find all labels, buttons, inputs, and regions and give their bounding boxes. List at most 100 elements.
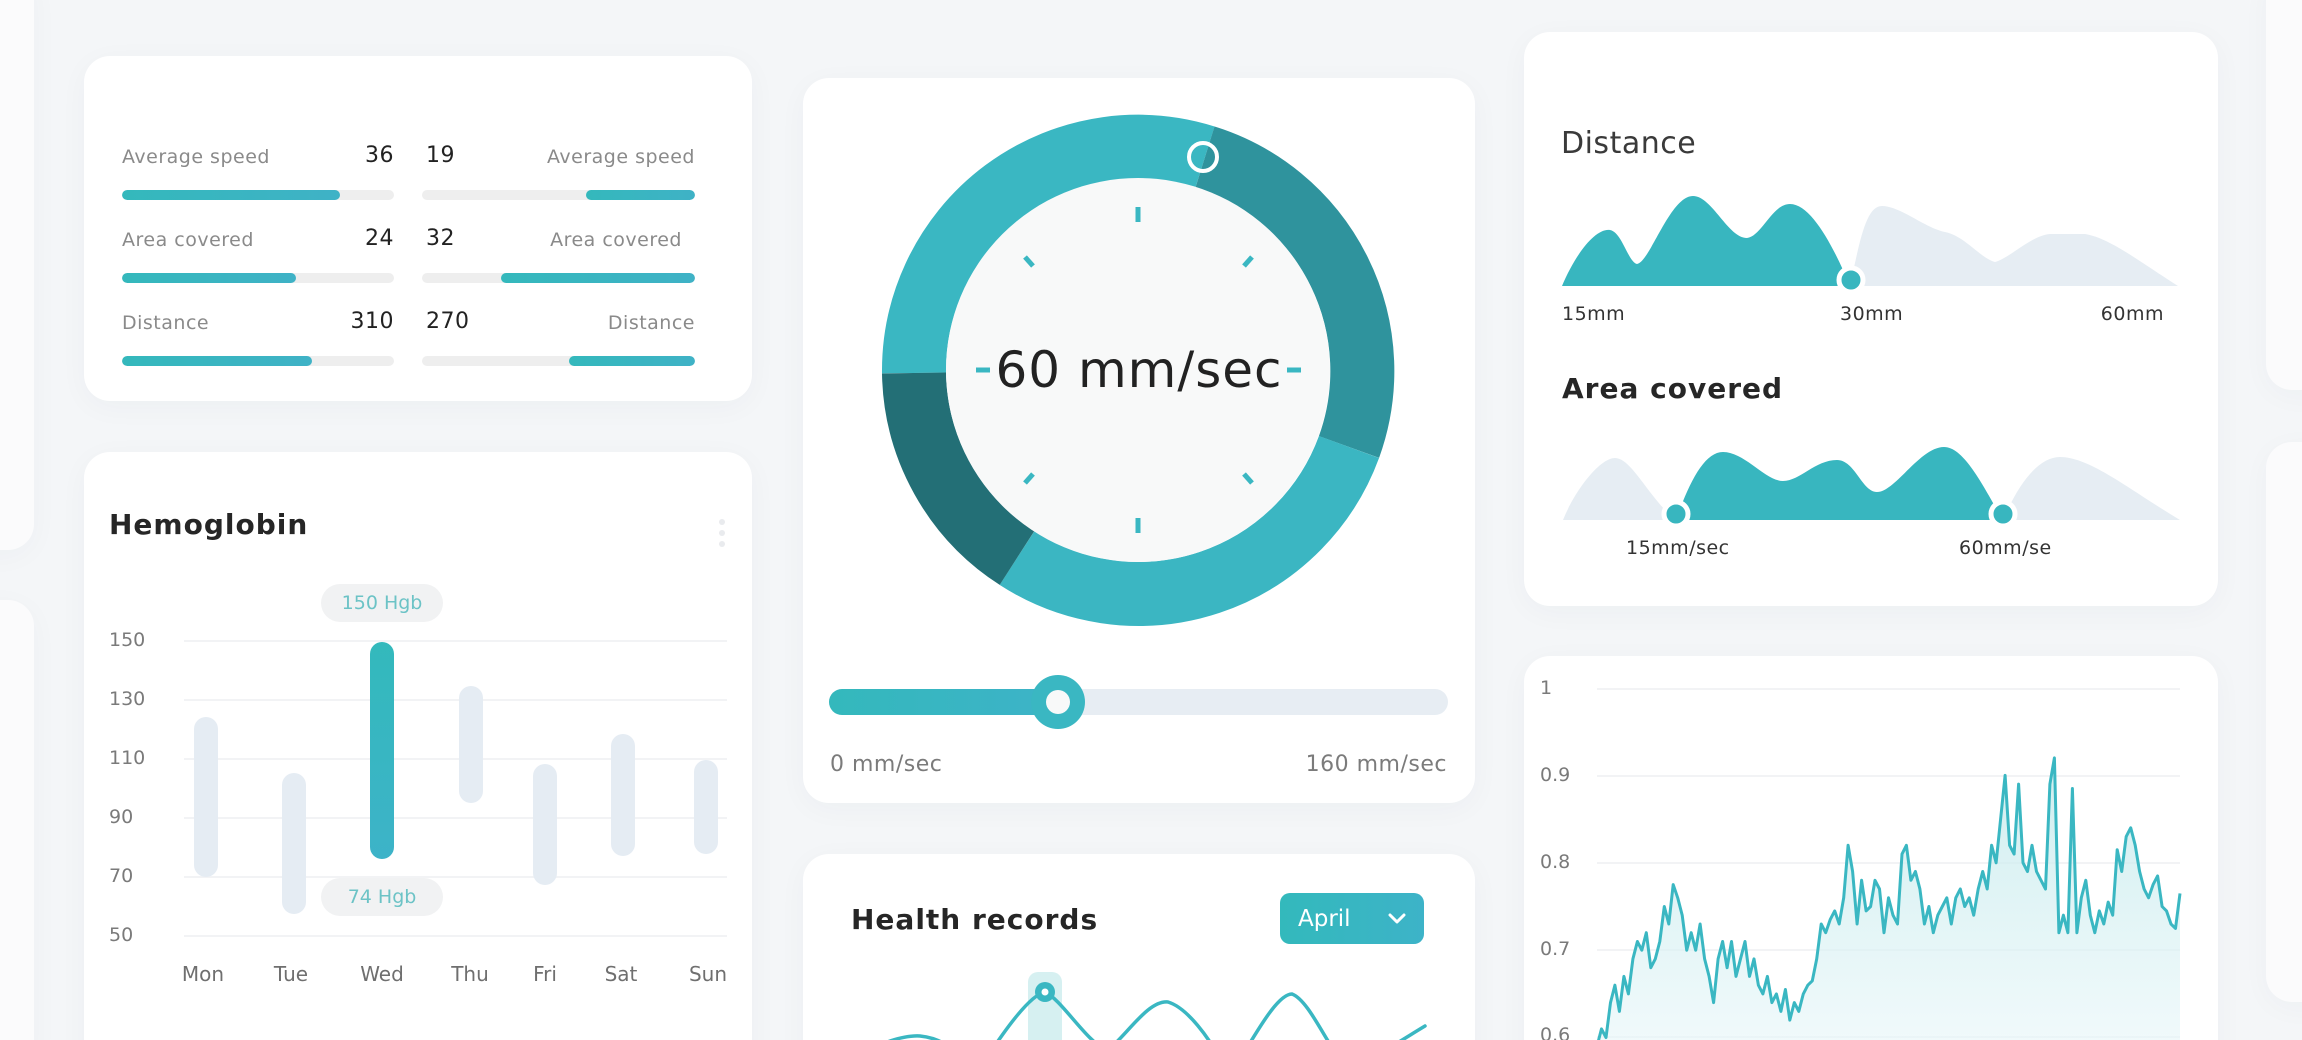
stat-value-distance-left: 310 xyxy=(350,309,394,334)
area-selected xyxy=(1676,447,2003,520)
x-label-mon: Mon xyxy=(181,962,225,986)
gridline xyxy=(1597,688,2180,690)
x-label-tue: Tue xyxy=(273,962,309,986)
gridline xyxy=(184,640,727,642)
x-label-thu: Thu xyxy=(451,962,489,986)
distance-area-selected xyxy=(1562,196,1850,286)
progress-area-covered-right xyxy=(422,273,695,283)
y-tick: 0.7 xyxy=(1540,938,1571,960)
month-dropdown-value: April xyxy=(1298,905,1351,932)
progress-fill xyxy=(122,356,313,366)
distance-title: Distance xyxy=(1561,126,1697,161)
area-inactive-right xyxy=(2003,457,2180,520)
gridline xyxy=(184,699,727,701)
y-tick: 0.9 xyxy=(1540,764,1571,786)
gridline xyxy=(184,817,727,819)
chevron-down-icon xyxy=(1388,913,1406,924)
progress-distance-right xyxy=(422,356,695,366)
gauge-value: 60 mm/sec xyxy=(995,341,1283,399)
stat-label-area-covered-left: Area covered xyxy=(122,229,254,251)
y-tick: 130 xyxy=(109,688,146,710)
stat-value-distance-right: 270 xyxy=(426,309,470,334)
line-chart-line xyxy=(1597,756,2182,1040)
distance-tick-15mm: 15mm xyxy=(1562,303,1626,325)
progress-fill xyxy=(569,356,695,366)
health-records-title: Health records xyxy=(851,903,1099,936)
y-tick: 110 xyxy=(109,747,146,769)
month-dropdown[interactable]: April xyxy=(1280,893,1424,944)
right-offscreen-card-top xyxy=(2266,0,2302,390)
y-tick: 0.6 xyxy=(1540,1024,1571,1040)
gridline xyxy=(184,758,727,760)
stat-label-distance-right: Distance xyxy=(607,312,695,334)
tooltip-low: 74 Hgb xyxy=(321,878,443,916)
speed-slider[interactable] xyxy=(829,675,1448,729)
gridline xyxy=(1597,775,2180,777)
distance-area-inactive xyxy=(1850,206,2178,286)
gauge-segment-a xyxy=(881,114,1215,374)
gauge-knob xyxy=(1187,141,1219,173)
distance-range-handle xyxy=(1836,265,1866,295)
left-offscreen-card-bottom xyxy=(0,600,34,1040)
slider-fill xyxy=(829,689,1059,715)
bar-fri[interactable] xyxy=(533,764,557,885)
progress-fill xyxy=(122,273,297,283)
progress-fill xyxy=(585,190,695,200)
x-label-wed: Wed xyxy=(360,962,404,986)
y-tick: 70 xyxy=(109,865,134,887)
x-label-sat: Sat xyxy=(604,962,638,986)
health-records-card xyxy=(803,854,1475,1040)
area-tick-min: 15mm/sec xyxy=(1626,537,1730,559)
line-chart-area xyxy=(1598,757,2180,1040)
bar-sun[interactable] xyxy=(694,760,718,854)
area-covered-title: Area covered xyxy=(1562,372,1784,405)
tooltip-high: 150 Hgb xyxy=(321,584,443,622)
stat-value-average-speed-right: 19 xyxy=(426,143,455,168)
left-offscreen-card-top xyxy=(0,0,34,550)
gauge-segment-c xyxy=(999,435,1380,626)
bar-wed-selected[interactable] xyxy=(370,642,394,859)
kebab-menu-icon[interactable] xyxy=(719,519,727,547)
gridline xyxy=(1597,862,2180,864)
gauge-inner-face xyxy=(946,178,1330,562)
distance-tick-30mm: 30mm xyxy=(1840,303,1904,325)
distance-tick-60mm: 60mm xyxy=(2100,303,2164,325)
stat-value-area-covered-right: 32 xyxy=(426,226,455,251)
area-tick-max: 60mm/se xyxy=(1959,537,2052,559)
area-inactive-left xyxy=(1563,458,1676,520)
y-tick: 0.8 xyxy=(1540,851,1571,873)
bar-tue[interactable] xyxy=(282,773,306,914)
gauge-segment-d xyxy=(882,371,1035,585)
hemoglobin-title: Hemoglobin xyxy=(109,508,309,541)
right-offscreen-card-bottom xyxy=(2266,442,2302,1002)
gauge-segment-b xyxy=(1194,126,1395,458)
area-range-handle-max xyxy=(1988,499,2018,529)
slider-max-label: 160 mm/sec xyxy=(1305,752,1447,777)
progress-distance-left xyxy=(122,356,394,366)
progress-average-speed-left xyxy=(122,190,394,200)
x-label-sun: Sun xyxy=(688,962,728,986)
stat-label-area-covered-right: Area covered xyxy=(550,229,682,251)
progress-area-covered-left xyxy=(122,273,394,283)
progress-fill xyxy=(122,190,340,200)
stat-value-area-covered-left: 24 xyxy=(365,226,394,251)
progress-fill xyxy=(501,273,695,283)
y-tick: 50 xyxy=(109,924,134,946)
slider-thumb[interactable] xyxy=(1031,675,1085,729)
bar-thu[interactable] xyxy=(459,686,483,803)
stats-card xyxy=(84,56,752,401)
x-label-fri: Fri xyxy=(533,962,557,986)
y-tick: 150 xyxy=(109,629,146,651)
slider-min-label: 0 mm/sec xyxy=(830,752,943,777)
stat-value-average-speed-left: 36 xyxy=(365,143,394,168)
y-tick: 1 xyxy=(1540,677,1553,699)
stat-label-average-speed-left: Average speed xyxy=(122,146,270,168)
bar-sat[interactable] xyxy=(611,734,635,856)
gridline xyxy=(184,935,727,937)
stat-label-distance-left: Distance xyxy=(122,312,210,334)
bar-mon[interactable] xyxy=(194,717,218,877)
